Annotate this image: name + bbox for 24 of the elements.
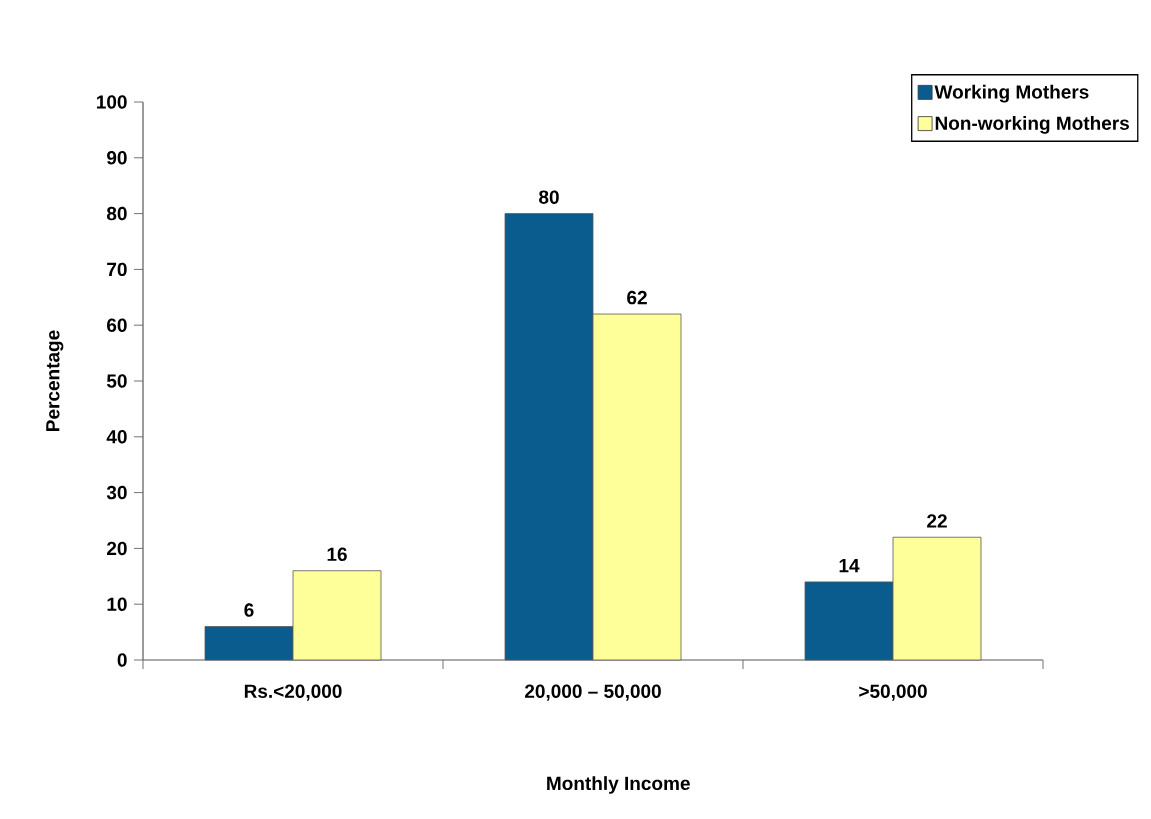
y-tick-label: 70 xyxy=(107,262,127,277)
y-tick-label: 90 xyxy=(107,151,127,165)
x-tick-label: Rs.<20,000 xyxy=(244,684,342,701)
y-tick-label: 30 xyxy=(106,485,127,500)
data-label: 62 xyxy=(627,290,647,305)
data-label: 6 xyxy=(244,603,254,617)
x-axis-title: Monthly Income xyxy=(547,776,690,794)
y-tick-label: 0 xyxy=(117,653,127,667)
y-tick-label: 50 xyxy=(106,374,127,388)
data-label: 14 xyxy=(839,559,860,573)
x-tick-label: >50,000 xyxy=(859,684,927,701)
data-label: 80 xyxy=(539,190,559,204)
data-label: 16 xyxy=(327,547,347,561)
y-tick-label: 40 xyxy=(106,430,127,444)
x-tick-label: 20,000 – 50,000 xyxy=(524,684,661,701)
legend-label: Working Mothers xyxy=(934,84,1089,103)
y-tick-label: 80 xyxy=(106,206,127,221)
y-axis-title: Percentage xyxy=(46,330,64,431)
legend-label: Non-working Mothers xyxy=(935,115,1129,134)
data-label: 22 xyxy=(927,514,947,528)
y-tick-label: 100 xyxy=(96,95,127,109)
y-tick-label: 60 xyxy=(107,318,127,332)
y-tick-label: 10 xyxy=(107,597,127,611)
y-tick-label: 20 xyxy=(107,541,127,556)
